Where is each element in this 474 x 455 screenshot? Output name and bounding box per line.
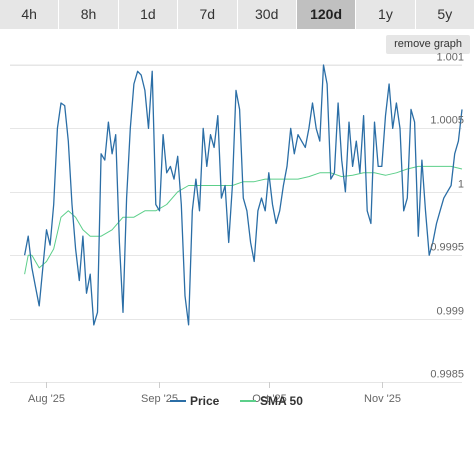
range-button-5y[interactable]: 5y xyxy=(415,0,474,29)
price-line xyxy=(23,64,463,326)
range-selector: 4h 8h 1d 7d 30d 120d 1y 5y xyxy=(0,0,474,30)
range-button-30d[interactable]: 30d xyxy=(237,0,297,29)
x-tick-label: Aug '25 xyxy=(28,393,65,405)
range-button-1d[interactable]: 1d xyxy=(118,0,179,29)
range-button-1y[interactable]: 1y xyxy=(356,0,416,29)
sma-50-line xyxy=(24,165,463,275)
range-button-7d[interactable]: 7d xyxy=(178,0,238,29)
range-button-8h[interactable]: 8h xyxy=(59,0,119,29)
range-button-4h[interactable]: 4h xyxy=(0,0,60,29)
y-tick-label: 1 xyxy=(458,179,464,191)
x-tick-label: Sep '25 xyxy=(141,393,178,405)
legend-item-price[interactable]: Price xyxy=(170,394,220,408)
chart-legend: Price SMA 50 xyxy=(170,394,303,408)
legend-label: Price xyxy=(190,394,220,408)
legend-item-sma-50[interactable]: SMA 50 xyxy=(240,394,303,408)
y-tick-label: 1.001 xyxy=(436,52,464,64)
y-tick-label: 0.9995 xyxy=(430,242,464,254)
y-tick-label: 1.0005 xyxy=(430,115,464,127)
x-tick-label: Nov '25 xyxy=(364,393,401,405)
legend-label: SMA 50 xyxy=(260,394,303,408)
y-tick-label: 0.9985 xyxy=(430,369,464,381)
remove-graph-button[interactable]: remove graph xyxy=(386,35,470,54)
range-button-120d[interactable]: 120d xyxy=(296,0,357,29)
chart-grid xyxy=(10,64,462,383)
x-tick-label: Oct '25 xyxy=(252,393,287,405)
y-tick-label: 0.999 xyxy=(436,306,464,318)
chart-axes: 0.9985 0.999 0.9995 1 1.0005 1.001 Aug '25 Sep … xyxy=(28,52,464,406)
chart-series xyxy=(23,64,463,326)
